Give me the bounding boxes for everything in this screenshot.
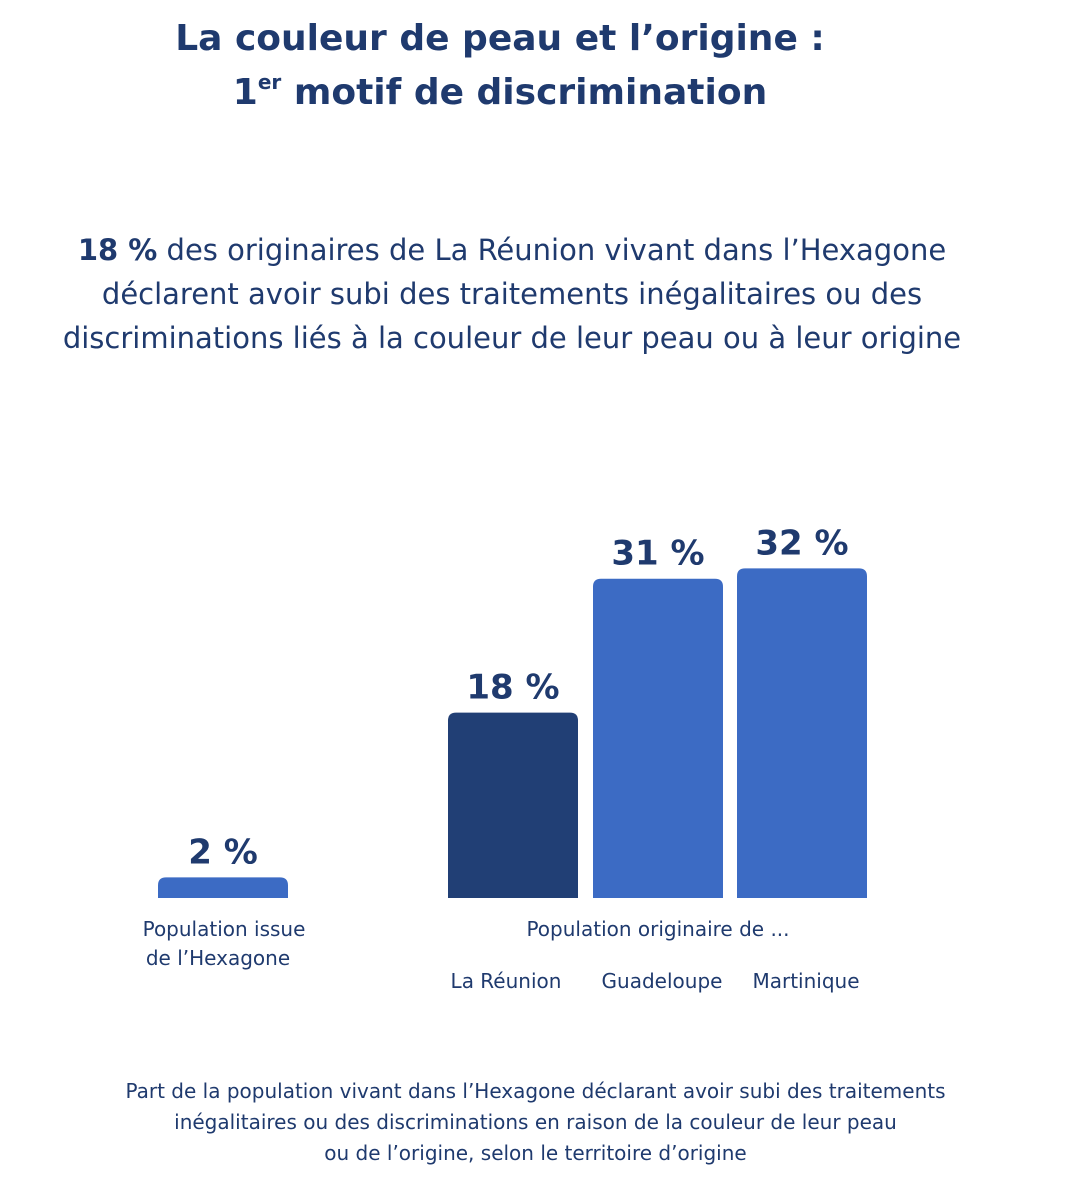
summary-highlight: 18 % — [77, 233, 158, 267]
summary-line-3: discriminations liés à la couleur de leu… — [62, 321, 962, 355]
bar-reunion — [448, 712, 578, 898]
caption-line-2: inégalitaires ou des discriminations en … — [174, 1110, 897, 1134]
title-line-2: 1er motif de discrimination — [0, 66, 1000, 120]
value-label-guadeloupe: 31 % — [611, 534, 704, 574]
title-ordinal: 1 — [232, 72, 258, 113]
bar-guadeloupe — [593, 578, 723, 898]
title-ordinal-suffix: er — [257, 70, 282, 94]
summary-statement: 18 % des originaires de La Réunion vivan… — [0, 228, 1024, 360]
value-label-hexagone: 2 % — [188, 832, 258, 872]
caption-line-3: ou de l’origine, selon le territoire d’o… — [324, 1141, 747, 1165]
summary-line-2: déclarent avoir subi des traitements iné… — [101, 277, 923, 311]
group-label: Population originaire de ... — [526, 917, 789, 941]
title-line-1: La couleur de peau et l’origine : — [175, 18, 825, 59]
summary-line-1: 18 % des originaires de La Réunion vivan… — [0, 228, 1024, 272]
value-label-martinique: 32 % — [755, 523, 848, 563]
value-labels-group: 2 % 18 % 31 % 32 % — [188, 523, 848, 872]
category-label-reunion: La Réunion — [451, 969, 562, 993]
bars-group — [158, 568, 867, 898]
title-rest: motif de discrimination — [281, 72, 768, 113]
page-title: La couleur de peau et l’origine : 1er mo… — [0, 12, 1000, 120]
bar-martinique — [737, 568, 867, 898]
bar-chart: 2 % 18 % 31 % 32 % Population issue de l’He… — [143, 523, 867, 993]
bar-hexagone — [158, 877, 288, 898]
category-label-martinique: Martinique — [752, 969, 859, 993]
hexagone-label-line-2: de l’Hexagone — [146, 946, 290, 970]
category-label-guadeloupe: Guadeloupe — [602, 969, 723, 993]
caption-line-1: Part de la population vivant dans l’Hexa… — [125, 1079, 946, 1103]
hexagone-label-line-1: Population issue — [143, 917, 306, 941]
chart-caption: Part de la population vivant dans l’Hexa… — [0, 1076, 1071, 1169]
summary-text-1: des originaires de La Réunion vivant dan… — [157, 233, 947, 267]
value-label-reunion: 18 % — [466, 668, 559, 708]
